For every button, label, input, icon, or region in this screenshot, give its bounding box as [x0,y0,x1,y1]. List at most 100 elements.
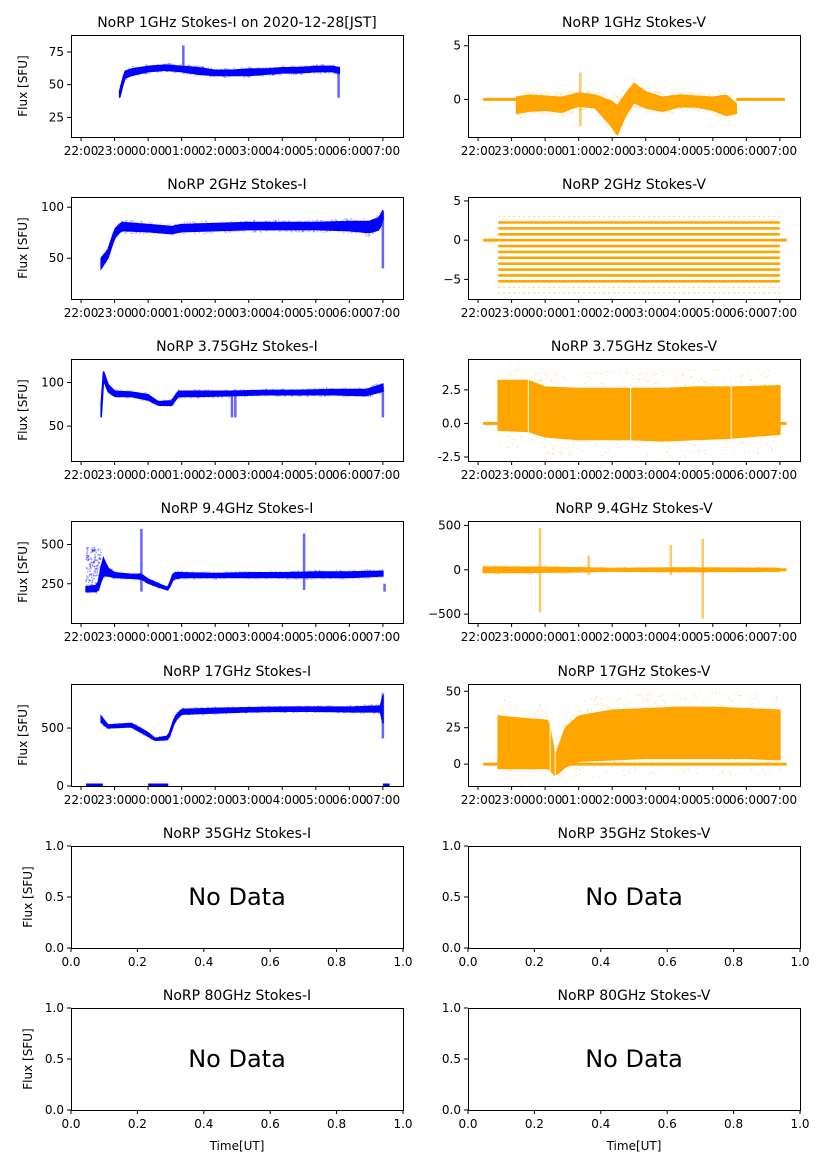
data-point [684,455,687,458]
data-point [664,112,667,114]
data-point [278,394,281,396]
data-point [195,389,198,392]
data-point [536,572,539,575]
x-tick-label: 06:00 [332,630,367,644]
data-point [269,393,271,396]
data-point [238,221,240,224]
data-point [244,220,247,223]
data-point [711,692,713,694]
data-point [512,572,515,574]
data-point [545,374,548,377]
data-point [203,395,205,398]
data-point [85,579,88,582]
data-point [313,388,315,390]
data-point [540,94,542,96]
data-point [510,769,513,772]
data-point [293,388,295,391]
data-point [272,73,275,75]
data-point [102,724,105,727]
data-point [187,707,189,710]
data-point [694,762,697,765]
data-point [734,773,737,776]
data-point [161,735,164,738]
data-point [594,570,597,573]
data-point [113,723,116,725]
subplot-title: NoRP 2GHz Stokes-V [562,177,706,193]
data-point [238,571,241,574]
data-point [303,66,306,68]
data-point [92,575,95,577]
data-point [276,394,278,397]
data-point [698,449,701,451]
x-tick-label: 23:00 [97,793,132,807]
no-data-label: No Data [585,883,683,911]
data-point [619,758,622,761]
data-point [242,570,245,573]
data-point [111,726,113,729]
data-point [86,575,88,578]
data-point [354,577,357,580]
data-point [162,404,165,407]
data-point [143,734,146,736]
data-point [229,231,232,233]
data-point [216,390,218,392]
data-point [267,711,270,713]
data-point [634,386,636,389]
data-point [580,570,583,573]
data-point [543,565,546,567]
data-point [726,566,728,569]
data-point [515,571,518,574]
data-point [282,394,285,397]
data-point [217,396,220,399]
data-point [362,394,365,397]
data-point [131,66,133,68]
y-tick-label: 250 [41,577,64,591]
data-point [292,711,294,713]
data-point [677,571,679,573]
data-point [193,577,195,579]
data-point [676,770,678,773]
x-tick-label: 03:00 [628,468,663,482]
data-point [564,722,566,724]
data-point [591,697,594,700]
data-point [661,441,664,443]
data-point [684,92,687,94]
data-point [248,76,251,78]
data-point [702,95,705,98]
data-point [517,368,520,371]
plot-area [118,45,341,98]
data-point [705,108,708,111]
data-point [170,398,173,401]
data-point [225,68,227,70]
data-point [723,704,725,707]
data-point [729,94,732,96]
data-point [292,73,295,76]
x-tick-label: 05:00 [299,144,334,158]
data-point [140,222,143,225]
data-point [745,570,747,573]
data-point [564,566,566,569]
data-point [695,772,698,775]
data-point [97,564,99,566]
data-point [769,446,772,448]
data-point [357,387,360,389]
data-point [296,388,299,390]
data-point [88,558,91,561]
data-point [724,118,727,120]
data-point [347,232,350,235]
data-point [352,388,355,390]
data-point [261,389,263,391]
data-point [712,111,714,113]
data-point [202,66,204,68]
data-point [549,571,551,574]
data-point [349,705,352,708]
data-point [201,220,203,223]
data-point [176,712,178,714]
data-point [93,588,96,591]
data-point [215,578,217,580]
data-point [332,705,335,708]
data-point [120,81,123,83]
data-point [88,573,91,576]
data-point [259,74,261,77]
data-point [96,569,99,572]
